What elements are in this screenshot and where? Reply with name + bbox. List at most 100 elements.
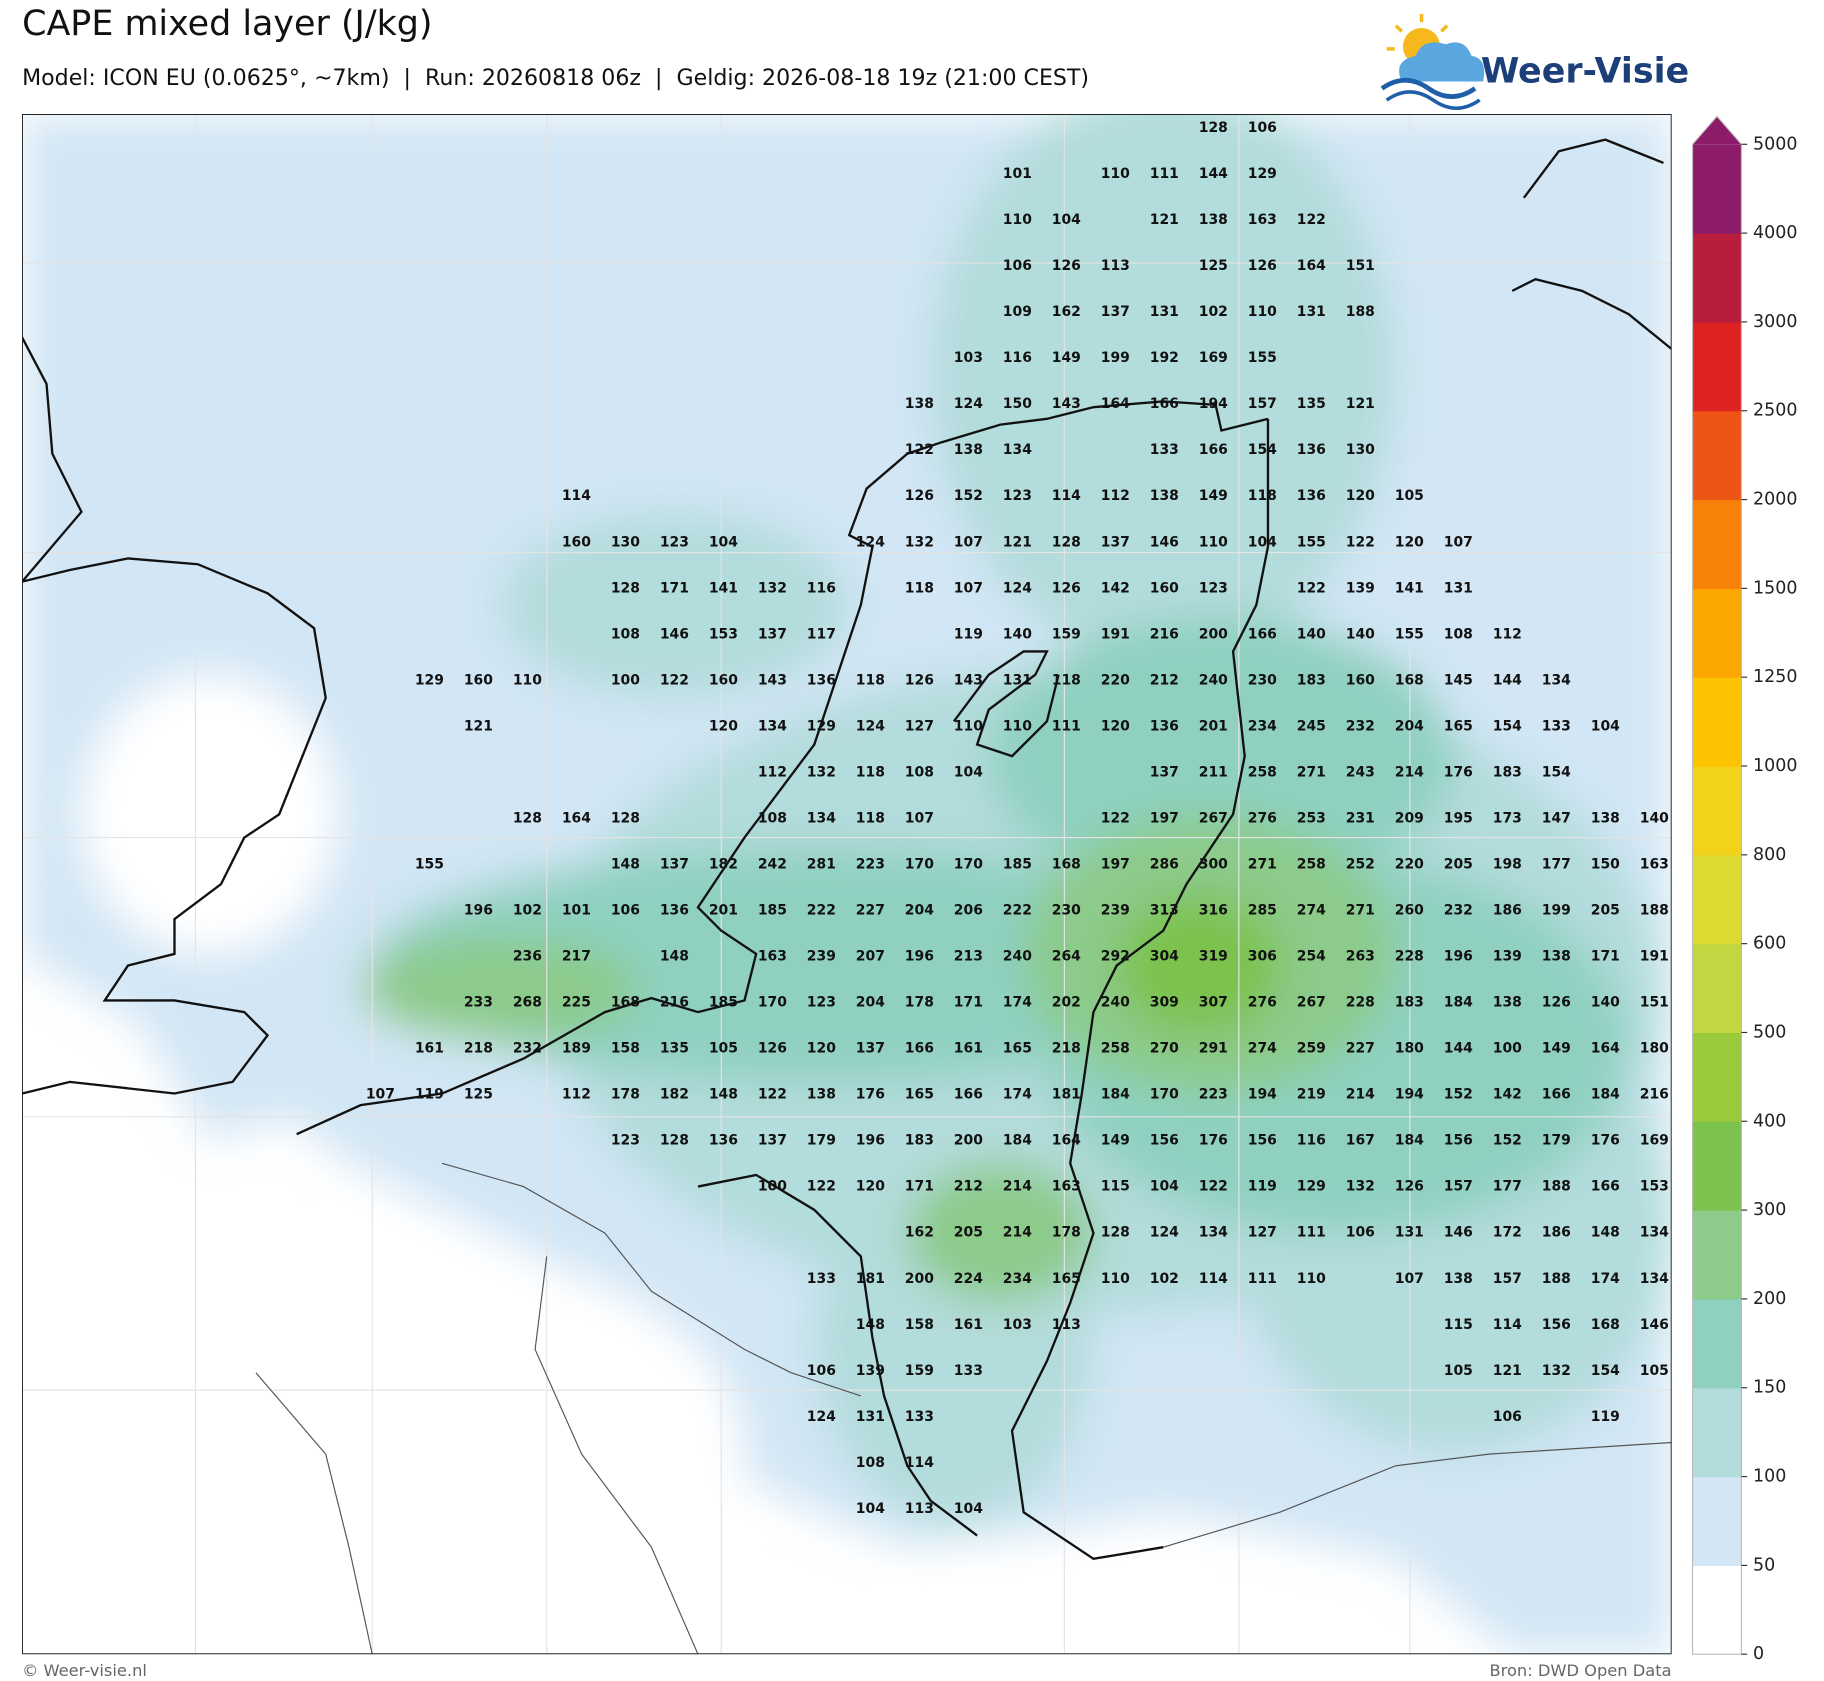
cape-label: 228: [1395, 949, 1424, 965]
cape-label: 139: [856, 1363, 885, 1379]
cape-label: 142: [1493, 1087, 1522, 1103]
cape-label: 274: [1248, 1041, 1277, 1057]
cape-label: 157: [1444, 1179, 1473, 1195]
cape-label: 133: [807, 1271, 836, 1287]
cape-label: 125: [464, 1087, 493, 1103]
cape-label: 115: [1444, 1317, 1473, 1333]
colorbar-swatch: [1692, 1476, 1742, 1566]
cape-label: 132: [1346, 1179, 1375, 1195]
cape-label: 111: [1248, 1271, 1277, 1287]
cape-label: 137: [758, 626, 787, 642]
cape-label: 185: [1003, 856, 1032, 872]
cape-label: 102: [1150, 1271, 1179, 1287]
cape-label: 138: [1493, 995, 1522, 1011]
cape-label: 132: [1542, 1363, 1571, 1379]
cape-label: 184: [1101, 1087, 1130, 1103]
cape-label: 105: [1395, 488, 1424, 504]
cape-label: 114: [562, 488, 591, 504]
cape-label: 220: [1395, 856, 1424, 872]
cape-label: 120: [807, 1041, 836, 1057]
cape-label: 148: [856, 1317, 885, 1333]
colorbar-tick-label: 5000: [1753, 134, 1797, 154]
cape-label: 155: [1297, 534, 1326, 550]
cape-label: 201: [1199, 718, 1228, 734]
cape-label: 119: [415, 1087, 444, 1103]
cape-label: 150: [1003, 396, 1032, 412]
cape-label: 199: [1101, 350, 1130, 366]
cape-label: 258: [1248, 764, 1277, 780]
cape-label: 146: [1150, 534, 1179, 550]
cape-label: 104: [1248, 534, 1277, 550]
cape-label: 170: [758, 995, 787, 1011]
cape-label: 110: [954, 718, 983, 734]
cape-label: 113: [905, 1501, 934, 1517]
cape-label: 115: [1101, 1179, 1130, 1195]
cape-label: 136: [1297, 442, 1326, 458]
cape-label: 146: [1444, 1225, 1473, 1241]
cape-label: 124: [807, 1409, 836, 1425]
borders: [255, 1162, 1672, 1655]
cape-label: 114: [905, 1455, 934, 1471]
cape-label: 196: [905, 949, 934, 965]
cape-label: 120: [709, 718, 738, 734]
cape-label: 163: [758, 949, 787, 965]
cape-label: 122: [1101, 810, 1130, 826]
cape-label: 136: [807, 672, 836, 688]
colorbar-swatch: [1692, 588, 1742, 678]
cape-label: 151: [1346, 258, 1375, 274]
cape-label: 122: [1199, 1179, 1228, 1195]
cape-label: 156: [1542, 1317, 1571, 1333]
cape-label: 128: [1101, 1225, 1130, 1241]
cape-label: 240: [1199, 672, 1228, 688]
cape-label: 123: [1199, 580, 1228, 596]
cape-label: 131: [1444, 580, 1473, 596]
cape-label: 316: [1199, 903, 1228, 919]
colorbar-swatch: [1692, 677, 1742, 767]
cape-label: 194: [1248, 1087, 1277, 1103]
cape-label: 258: [1297, 856, 1326, 872]
cape-label: 163: [1052, 1179, 1081, 1195]
cape-label: 140: [1591, 995, 1620, 1011]
colorbar-tick-label: 100: [1753, 1467, 1786, 1487]
cape-label: 104: [1150, 1179, 1179, 1195]
colorbar-swatch: [1692, 499, 1742, 589]
cape-label: 161: [954, 1317, 983, 1333]
cape-label: 227: [856, 903, 885, 919]
cape-label: 186: [1493, 903, 1522, 919]
cape-label: 267: [1297, 995, 1326, 1011]
cape-label: 135: [660, 1041, 689, 1057]
cape-label: 166: [1248, 626, 1277, 642]
cape-label: 177: [1542, 856, 1571, 872]
cape-label: 144: [1199, 166, 1228, 182]
cape-label: 134: [807, 810, 836, 826]
cape-label: 116: [807, 580, 836, 596]
cape-label: 127: [1248, 1225, 1277, 1241]
cape-label: 186: [1542, 1225, 1571, 1241]
cape-label: 126: [1542, 995, 1571, 1011]
cape-label: 274: [1297, 903, 1326, 919]
cape-label: 285: [1248, 903, 1277, 919]
cape-label: 216: [660, 995, 689, 1011]
cape-label: 271: [1346, 903, 1375, 919]
cape-label: 136: [660, 903, 689, 919]
cape-label: 123: [807, 995, 836, 1011]
cape-label: 216: [1640, 1087, 1669, 1103]
cape-label: 106: [1493, 1409, 1522, 1425]
cape-label: 139: [1493, 949, 1522, 965]
cape-label: 110: [1297, 1271, 1326, 1287]
cape-label: 179: [1542, 1133, 1571, 1149]
cape-label: 168: [611, 995, 640, 1011]
cape-label: 104: [1591, 718, 1620, 734]
cape-label: 197: [1101, 856, 1130, 872]
graticule: [22, 114, 1672, 1655]
cape-label: 158: [611, 1041, 640, 1057]
cape-label: 120: [1101, 718, 1130, 734]
cape-label: 107: [1395, 1271, 1424, 1287]
cape-label: 170: [905, 856, 934, 872]
cape-label: 121: [1003, 534, 1032, 550]
cape-label: 222: [1003, 903, 1032, 919]
logo-text: Weer-Visie: [1481, 52, 1689, 92]
cape-label: 100: [611, 672, 640, 688]
cape-label: 131: [1395, 1225, 1424, 1241]
